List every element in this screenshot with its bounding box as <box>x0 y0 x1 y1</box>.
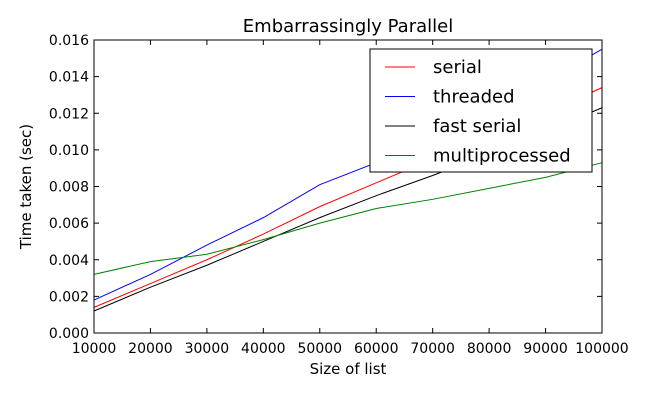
x-tick-label: 40000 <box>241 341 286 357</box>
legend-label: threaded <box>433 87 515 108</box>
x-tick-label: 80000 <box>467 341 512 357</box>
x-axis-label: Size of list <box>310 360 387 378</box>
chart-title: Embarrassingly Parallel <box>243 16 453 37</box>
x-tick-label: 90000 <box>523 341 568 357</box>
y-tick-label: 0.002 <box>49 289 89 305</box>
plot-area: 10000 20000 30000 40000 50000 60000 70000 80000… <box>49 33 629 357</box>
y-tick-label: 0.000 <box>49 326 89 342</box>
x-tick-label: 50000 <box>298 341 343 357</box>
legend-label: serial <box>433 57 482 78</box>
x-tick-label: 10000 <box>72 341 117 357</box>
x-tick-label: 60000 <box>354 341 399 357</box>
y-tick-label: 0.006 <box>49 216 89 232</box>
legend: serial threaded fast serial multiprocessed <box>369 48 593 173</box>
x-tick-label: 30000 <box>185 341 230 357</box>
y-tick-label: 0.010 <box>49 143 89 159</box>
x-tick-label: 70000 <box>410 341 455 357</box>
series-line-multiprocessed <box>93 162 603 275</box>
y-tick-label: 0.008 <box>49 180 89 196</box>
y-tick-label: 0.016 <box>49 33 89 49</box>
y-tick-label: 0.004 <box>49 253 89 269</box>
legend-box <box>369 48 593 173</box>
y-axis-label: Time taken (sec) <box>17 124 35 250</box>
y-tick-label: 0.012 <box>49 106 89 122</box>
x-tick-label: 20000 <box>128 341 173 357</box>
y-tick-label: 0.014 <box>49 70 89 86</box>
legend-label: multiprocessed <box>433 146 571 167</box>
legend-label: fast serial <box>433 116 521 137</box>
x-tick-label: 100000 <box>575 341 628 357</box>
